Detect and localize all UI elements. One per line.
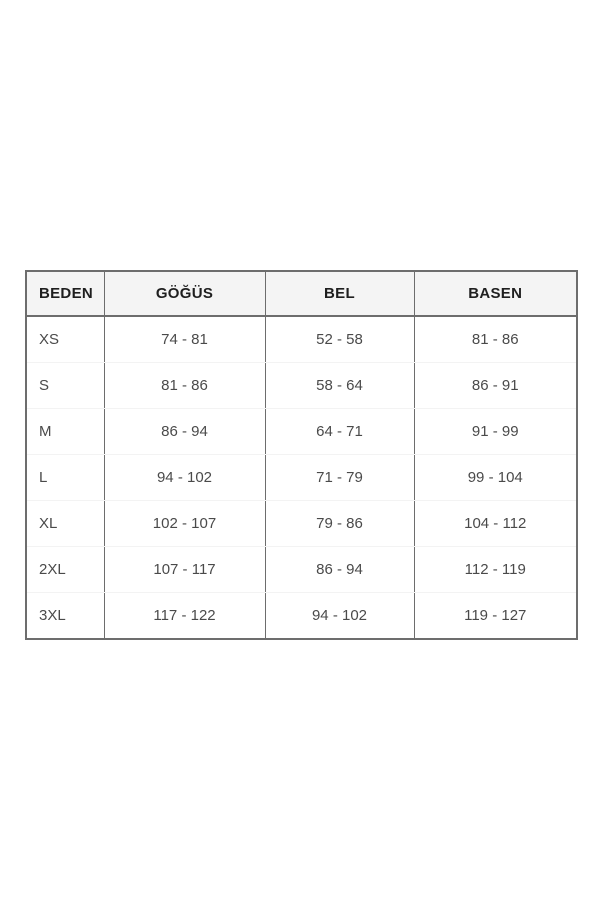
column-header-basen: BASEN xyxy=(413,271,577,317)
table-row-xs: XS 74 - 81 52 - 58 81 - 86 xyxy=(26,316,577,363)
gogus-value: 107 - 117 xyxy=(103,546,265,593)
size-chart-body: XS 74 - 81 52 - 58 81 - 86 S 81 - 86 58 … xyxy=(26,316,577,639)
basen-value: 99 - 104 xyxy=(413,454,577,501)
size-chart-table: BEDEN GÖĞÜS BEL BASEN XS 74 - 81 52 - 58… xyxy=(25,270,578,640)
size-label: XL xyxy=(26,500,104,547)
bel-value: 52 - 58 xyxy=(264,316,414,363)
basen-value: 86 - 91 xyxy=(413,362,577,409)
column-header-bel: BEL xyxy=(264,271,414,317)
header-row: BEDEN GÖĞÜS BEL BASEN xyxy=(26,271,577,317)
basen-value: 81 - 86 xyxy=(413,316,577,363)
table-row-m: M 86 - 94 64 - 71 91 - 99 xyxy=(26,408,577,455)
gogus-value: 102 - 107 xyxy=(103,500,265,547)
size-label: M xyxy=(26,408,104,455)
column-header-beden: BEDEN xyxy=(26,271,104,317)
gogus-value: 94 - 102 xyxy=(103,454,265,501)
basen-value: 104 - 112 xyxy=(413,500,577,547)
column-header-gogus: GÖĞÜS xyxy=(103,271,265,317)
gogus-value: 74 - 81 xyxy=(103,316,265,363)
size-chart-header: BEDEN GÖĞÜS BEL BASEN xyxy=(26,271,577,317)
bel-value: 58 - 64 xyxy=(264,362,414,409)
table-row-s: S 81 - 86 58 - 64 86 - 91 xyxy=(26,362,577,409)
gogus-value: 117 - 122 xyxy=(103,592,265,639)
table-row-3xl: 3XL 117 - 122 94 - 102 119 - 127 xyxy=(26,592,577,639)
table-row-2xl: 2XL 107 - 117 86 - 94 112 - 119 xyxy=(26,546,577,593)
table-row-l: L 94 - 102 71 - 79 99 - 104 xyxy=(26,454,577,501)
bel-value: 71 - 79 xyxy=(264,454,414,501)
size-label: 3XL xyxy=(26,592,104,639)
basen-value: 112 - 119 xyxy=(413,546,577,593)
size-label: 2XL xyxy=(26,546,104,593)
size-label: L xyxy=(26,454,104,501)
size-label: S xyxy=(26,362,104,409)
gogus-value: 86 - 94 xyxy=(103,408,265,455)
bel-value: 86 - 94 xyxy=(264,546,414,593)
size-label: XS xyxy=(26,316,104,363)
bel-value: 79 - 86 xyxy=(264,500,414,547)
size-chart-container: BEDEN GÖĞÜS BEL BASEN XS 74 - 81 52 - 58… xyxy=(25,270,578,640)
bel-value: 94 - 102 xyxy=(264,592,414,639)
basen-value: 91 - 99 xyxy=(413,408,577,455)
bel-value: 64 - 71 xyxy=(264,408,414,455)
table-row-xl: XL 102 - 107 79 - 86 104 - 112 xyxy=(26,500,577,547)
gogus-value: 81 - 86 xyxy=(103,362,265,409)
basen-value: 119 - 127 xyxy=(413,592,577,639)
